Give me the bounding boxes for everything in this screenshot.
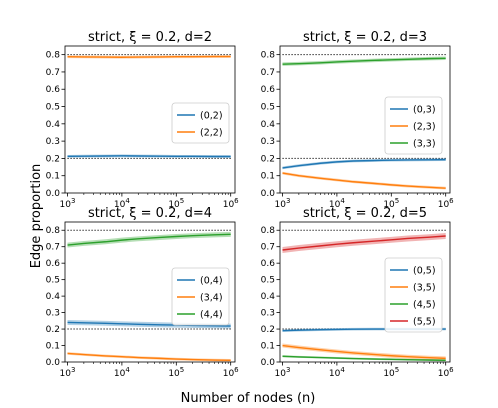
y-tick-label: 0.5 [261, 103, 275, 113]
series-line [67, 155, 231, 158]
legend-entry: (5,5) [413, 317, 436, 328]
x-tick-label: 103 [60, 366, 76, 379]
x-tick-label: 104 [114, 366, 130, 379]
y-tick-label: 0.1 [261, 342, 275, 352]
legend-entry: (0,3) [413, 105, 436, 116]
x-tick-label: 106 [223, 366, 239, 379]
panel-2: strict, ξ = 0.2, d=3 0.0 0.1 0.2 0.3 0.4 0.5 0.… [261, 30, 455, 210]
y-tick-label: 0.5 [46, 276, 60, 286]
legend: (0,4) (3,4) (4,4) [171, 267, 230, 326]
y-tick-label: 0.3 [46, 137, 60, 147]
legend-entry: (3,5) [413, 283, 436, 294]
y-tick-label: 0.0 [46, 358, 61, 368]
series-line [282, 355, 446, 362]
x-tick-label: 104 [329, 366, 345, 379]
y-tick-label: 0.4 [46, 120, 61, 130]
y-tick-label: 0.7 [46, 68, 60, 78]
x-tick-label: 105 [168, 366, 184, 379]
y-tick-label: 0.8 [46, 51, 61, 61]
y-tick-label: 0.8 [261, 51, 276, 61]
legend: (0,3) (2,3) (3,3) [384, 96, 443, 155]
y-tick-label: 0.8 [46, 226, 61, 236]
y-tick-label: 0.4 [46, 292, 61, 302]
series-line [67, 321, 231, 327]
series-line [67, 55, 231, 58]
y-tick-label: 0.0 [261, 189, 276, 199]
x-axis-label-text: Number of nodes (n) [181, 391, 316, 406]
y-tick-label: 0.6 [261, 259, 276, 269]
legend: (0,2) (2,2) [171, 102, 230, 144]
series-line [282, 172, 446, 189]
y-tick-label: 0.0 [46, 189, 61, 199]
series-line [67, 352, 231, 362]
legend-entry: (3,3) [413, 139, 436, 150]
legend-entry: (4,4) [200, 310, 223, 321]
x-tick-label: 105 [383, 197, 399, 210]
y-tick-label: 0.6 [46, 85, 61, 95]
legend-entry: (0,2) [200, 111, 223, 122]
legend-entry: (0,5) [413, 266, 436, 277]
y-tick-label: 0.2 [261, 325, 275, 335]
legend-entry: (2,2) [200, 128, 223, 139]
y-tick-label: 0.1 [46, 172, 60, 182]
legend-frame [171, 267, 230, 326]
x-tick-label: 106 [438, 197, 454, 210]
panel-title: strict, ξ = 0.2, d=4 [88, 206, 212, 221]
x-tick-label: 105 [168, 197, 184, 210]
panel-title: strict, ξ = 0.2, d=5 [303, 206, 427, 221]
x-tick-label: 103 [60, 197, 76, 210]
legend-entry: (4,5) [413, 300, 436, 311]
series-line [282, 158, 446, 169]
y-tick-label: 0.3 [261, 137, 275, 147]
y-tick-label: 0.4 [261, 120, 276, 130]
y-tick-label: 0.7 [261, 243, 275, 253]
y-tick-label: 0.2 [261, 154, 275, 164]
y-tick-label: 0.7 [46, 243, 60, 253]
panel-4: strict, ξ = 0.2, d=5 0.0 0.1 0.2 0.3 0.4 0.5 0.… [261, 206, 455, 379]
y-tick-label: 0.2 [46, 154, 60, 164]
y-tick-label: 0.2 [46, 325, 60, 335]
x-tick-label: 105 [383, 366, 399, 379]
legend-entry: (2,3) [413, 122, 436, 133]
x-axis-label: Number of nodes (n) [181, 391, 316, 406]
legend-frame [384, 96, 443, 155]
y-tick-label: 0.1 [261, 172, 275, 182]
y-tick-label: 0.5 [46, 103, 60, 113]
y-axis-label: Edge proportion [29, 164, 44, 269]
series-band [282, 158, 446, 170]
series-line [282, 344, 446, 360]
panel-title: strict, ξ = 0.2, d=3 [303, 30, 427, 45]
legend-entry: (0,4) [200, 276, 223, 287]
y-tick-label: 0.4 [261, 292, 276, 302]
y-tick-label: 0.3 [261, 309, 275, 319]
y-tick-label: 0.5 [261, 276, 275, 286]
y-tick-label: 0.7 [261, 68, 275, 78]
legend: (0,5) (3,5) (4,5) (5,5) [384, 257, 443, 333]
x-tick-label: 104 [114, 197, 130, 210]
x-tick-label: 104 [329, 197, 345, 210]
x-tick-label: 106 [223, 197, 239, 210]
series-band [282, 171, 446, 190]
x-tick-label: 106 [438, 366, 454, 379]
x-tick-label: 103 [275, 197, 291, 210]
y-tick-label: 0.1 [46, 342, 60, 352]
panel-title: strict, ξ = 0.2, d=2 [88, 30, 212, 45]
panel-3: strict, ξ = 0.2, d=4 0.0 0.1 0.2 0.3 0.4 0.5 0.… [46, 206, 240, 379]
legend-frame [384, 257, 443, 333]
y-tick-label: 0.6 [46, 259, 61, 269]
panel-1: strict, ξ = 0.2, d=2 0.0 0.1 0.2 0.3 0.4 0.5 0.… [46, 30, 240, 210]
y-tick-label: 0.6 [261, 85, 276, 95]
x-tick-label: 103 [275, 366, 291, 379]
series-line [282, 57, 446, 65]
series-line [282, 235, 446, 251]
y-tick-label: 0.0 [261, 358, 276, 368]
legend-frame [171, 102, 230, 144]
y-tick-label: 0.8 [261, 226, 276, 236]
legend-entry: (3,4) [200, 293, 223, 304]
series-line [67, 233, 231, 246]
y-tick-label: 0.3 [46, 309, 60, 319]
